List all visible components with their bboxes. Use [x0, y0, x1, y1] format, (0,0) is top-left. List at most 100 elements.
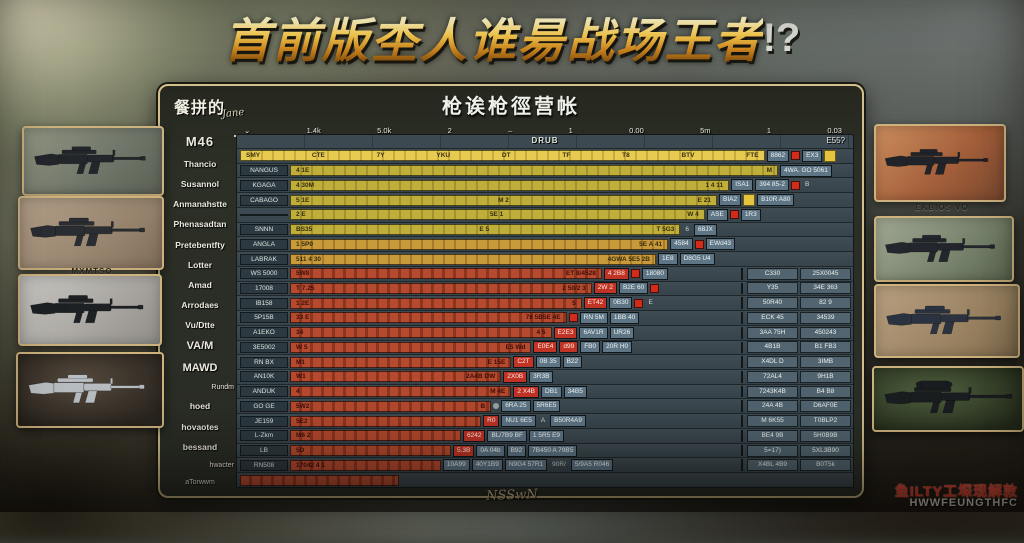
value-badge: 0B 35 — [535, 356, 561, 369]
bar-segment-label: 1 2E — [296, 299, 310, 307]
value-badge: 6RA 25 — [501, 400, 531, 413]
page-title-suffix: !? — [762, 16, 801, 60]
weapon-name: MAWD — [182, 362, 218, 375]
table-row: 3E5002 W 5 E5 Wd E0E4 d99 FB0 20R H0 4B1B B1 FB3 — [237, 339, 853, 355]
right-cell: ECK 45 — [747, 311, 798, 324]
right-cell: 82 9 — [800, 297, 851, 310]
right-cell: 34539 — [800, 311, 851, 324]
marker-badge — [634, 298, 644, 308]
marker-badge — [493, 403, 500, 410]
value-badge: 6 — [685, 225, 690, 233]
bar-segment-label: M 4E — [490, 388, 506, 396]
ruler-tick: 2 — [447, 126, 452, 135]
value-badge: 4WA. GO 5061 — [780, 164, 832, 177]
value-badge: 5.3B — [452, 444, 475, 457]
bar-segment-label: 1 5P0 — [296, 240, 313, 248]
value-badge: FB0 — [580, 341, 601, 354]
bar-segment-label: E 5 — [479, 226, 490, 234]
table-row: JE159 5E2 R0 NU1 6E5 A B50R4A9 M 6K55 T0BLP2 — [237, 413, 853, 428]
bar-segment-label: 5W8 — [296, 270, 310, 278]
value-badge: ISA1 — [731, 179, 754, 192]
marker-badge — [729, 210, 739, 220]
right-cell: C330 — [747, 267, 798, 280]
row-chip: LABRAK — [240, 253, 288, 265]
bar-segment-label: W 5 — [296, 343, 308, 351]
stat-bar: 1 5P0 5E A 41 — [290, 238, 669, 250]
weapon-name: Lotter — [187, 259, 213, 270]
right-cell: 50R40 — [747, 297, 798, 310]
table-row: NANGUS 4 1E M 4WA. GO 5061 — [237, 162, 853, 178]
table-row: RN BX M1 E 15E C2T 0B 35 B22 X4DL D 3IMB — [237, 354, 853, 370]
ruler-tick: – — [508, 126, 513, 135]
bar-segment-label: W 4 — [687, 211, 699, 219]
stat-bar — [240, 474, 399, 486]
table-row: L-Zkm M6 2 6242 BL/7B9 BF 1 5R5 E9 BE4 9B 5H0B… — [237, 427, 853, 443]
table-row: ANDUK 4 M 4E 2 X4B DB1 34B5 7243K4B B4 B8 — [237, 383, 853, 399]
value-badge: E0E4 — [533, 341, 558, 354]
bar-segment-label: 5D — [296, 447, 305, 455]
value-badge: UR26 — [609, 326, 635, 339]
row-right-values: 72AL4 9H1B — [741, 370, 851, 383]
bar-segment-label: 5E 1 — [489, 211, 504, 219]
right-cell: 25X0045 — [800, 267, 851, 280]
value-badge: 3R3B — [529, 370, 554, 383]
bar-segment-label: BTV — [681, 152, 695, 160]
value-badge: A — [540, 417, 546, 425]
row-right-values: 7243K4B B4 B8 — [741, 385, 851, 398]
stat-bar: 5W8 ET 8/4528 — [290, 268, 602, 280]
table-row: ANGLA 1 5P0 5E A 41 4584 EWd43 — [237, 236, 853, 252]
bar-segment-label: B — [480, 402, 486, 410]
ruler-tick: 5m — [700, 126, 711, 135]
bar-segment-label: 2A4B DW — [465, 373, 496, 381]
panel-title: 枪诶枪徑营帐 — [442, 96, 580, 118]
value-badge: 2X0B — [503, 370, 528, 383]
weapon-name: Thancio — [183, 159, 217, 170]
stat-bar: 4 1E M — [290, 165, 778, 177]
marker-badge — [568, 313, 578, 323]
value-badge: 18080 — [641, 267, 668, 280]
value-badge: 2W 2 — [593, 282, 617, 295]
weapon-name: hwacter — [209, 461, 234, 469]
value-badge: NU1 6E5 — [501, 415, 536, 428]
table-header-center: DRUB — [531, 136, 559, 145]
value-badge: E2E3 — [553, 326, 578, 339]
value-badge: 394 85-2 — [755, 179, 789, 192]
value-badge: E — [648, 299, 653, 307]
table-header: DRUB E55? — [237, 135, 853, 148]
value-badge: 5R6E5 — [532, 400, 561, 413]
row-right-values: ECK 45 34539 — [741, 311, 851, 324]
value-badge: B10R A80 — [757, 194, 795, 207]
weapon-name: Arrodaes — [181, 299, 219, 310]
gun-image — [29, 295, 143, 324]
bar-segment-label: M 2 — [498, 196, 509, 204]
value-badge: BIA2 — [719, 194, 742, 207]
value-badge: EWd43 — [705, 238, 735, 251]
page-title: 首前版杢人谁昜战场王者!? — [0, 2, 1024, 71]
bar-segment-label: 34 — [296, 329, 304, 337]
value-badge: 6AV1R — [579, 326, 608, 339]
value-badge: 40Y1B9 — [471, 459, 503, 472]
right-cell: B4 B8 — [800, 385, 851, 398]
row-chip: WS 5000 — [240, 268, 288, 280]
value-badge: 4584 — [670, 238, 693, 251]
watermark-line1: 鱼ILTY工堔现解敦 — [894, 482, 1018, 499]
value-badge: 7B450 A 79B5 — [528, 444, 578, 457]
ruler-tick: 0.00 — [629, 126, 644, 135]
marker-badge — [694, 239, 704, 249]
table-row: SNNN BS35 E 5 T 5G3 6 68JX — [237, 221, 853, 237]
bar-segment-label: E 21 — [697, 196, 711, 204]
row-chip: SNNN — [240, 224, 288, 236]
bar-segment-label: 33 E — [296, 314, 310, 322]
gun-card-left-1 — [22, 126, 164, 196]
bar-segment-label: 17042 4 1 — [296, 461, 325, 469]
bar-segment-label: 4 — [296, 388, 300, 396]
row-chip: ANGLA — [240, 238, 288, 250]
weapon-name: Amad — [188, 279, 212, 290]
value-badge: BL/7B9 BF — [487, 429, 527, 442]
right-cell: 5=17) — [747, 444, 798, 457]
row-chip: GO GE — [240, 400, 288, 412]
ruler-tick: 5.0k — [377, 126, 392, 135]
right-cell: 9H1B — [800, 370, 851, 383]
gun-image — [884, 149, 989, 176]
stats-table: DRUB E55? SMY CTE 7Y YKU DT TF T8 BTV FTE 8862 EX3… — [236, 134, 854, 488]
